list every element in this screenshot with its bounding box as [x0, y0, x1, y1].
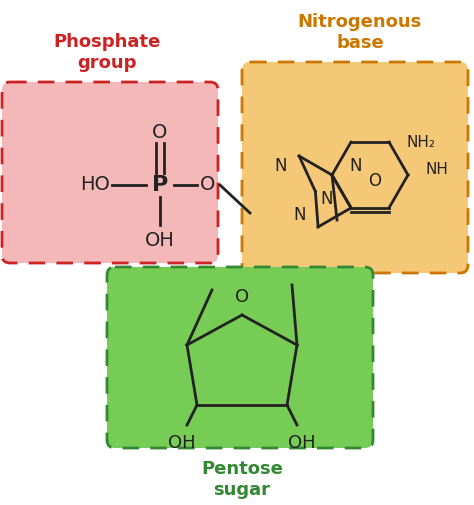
Text: Phosphate
group: Phosphate group	[54, 33, 161, 72]
Text: HO: HO	[80, 176, 110, 194]
Text: O: O	[201, 176, 216, 194]
Text: N: N	[350, 157, 362, 175]
Text: Nitrogenous
base: Nitrogenous base	[298, 13, 422, 52]
Text: NH₂: NH₂	[407, 135, 436, 149]
Text: N: N	[293, 206, 306, 224]
Text: OH: OH	[168, 434, 196, 452]
Text: N: N	[321, 190, 333, 208]
Text: OH: OH	[288, 434, 316, 452]
Text: OH: OH	[145, 230, 175, 249]
Text: N: N	[274, 157, 287, 175]
FancyBboxPatch shape	[107, 267, 373, 448]
Text: O: O	[368, 172, 382, 190]
Text: O: O	[235, 288, 249, 306]
Text: Pentose
sugar: Pentose sugar	[201, 460, 283, 499]
Text: NH: NH	[426, 163, 449, 177]
Text: P: P	[152, 175, 168, 195]
FancyBboxPatch shape	[2, 82, 218, 263]
Text: O: O	[152, 124, 168, 142]
FancyBboxPatch shape	[242, 62, 468, 273]
